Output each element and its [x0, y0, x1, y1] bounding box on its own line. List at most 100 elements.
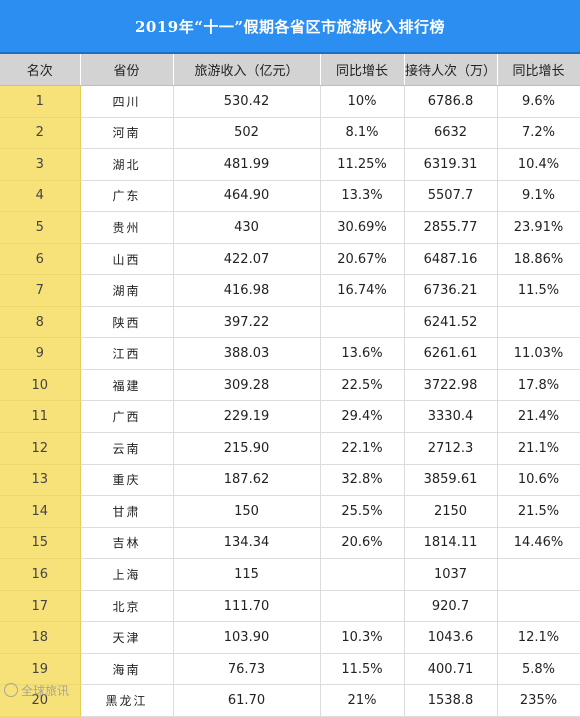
table-title: 2019年“十一”假期各省区市旅游收入排行榜 [0, 0, 580, 54]
cell-province: 天津 [80, 621, 174, 654]
cell-visitors-growth: 11.03% [497, 337, 580, 370]
table-row: 1 四川 530.42 10% 6786.8 9.6% [0, 85, 580, 118]
cell-visitors: 3859.61 [404, 464, 498, 497]
cell-rank: 1 [0, 85, 81, 118]
cell-visitors-growth: 14.46% [497, 527, 580, 560]
cell-income-growth: 10.3% [320, 621, 405, 654]
table-row: 10 福建 309.28 22.5% 3722.98 17.8% [0, 369, 580, 402]
cell-rank: 9 [0, 337, 81, 370]
header-income: 旅游收入（亿元） [173, 54, 321, 86]
cell-visitors: 3330.4 [404, 400, 498, 434]
cell-income-growth: 30.69% [320, 211, 405, 244]
cell-income-growth: 22.1% [320, 432, 405, 465]
cell-province: 山西 [80, 243, 174, 276]
cell-income-growth: 16.74% [320, 274, 405, 307]
cell-income-growth: 22.5% [320, 369, 405, 402]
cell-visitors-growth: 21.1% [497, 432, 580, 465]
cell-visitors-growth: 17.8% [497, 369, 580, 402]
cell-visitors-growth [497, 558, 580, 591]
cell-income-growth [320, 590, 405, 623]
cell-province: 河南 [80, 117, 174, 150]
table-row: 5 贵州 430 30.69% 2855.77 23.91% [0, 211, 580, 244]
cell-income: 215.90 [173, 432, 321, 465]
cell-income: 502 [173, 117, 321, 150]
cell-visitors-growth: 5.8% [497, 653, 580, 686]
cell-rank: 13 [0, 464, 81, 497]
table-row: 7 湖南 416.98 16.74% 6736.21 11.5% [0, 274, 580, 307]
cell-visitors: 6487.16 [404, 243, 498, 276]
cell-visitors: 6261.61 [404, 337, 498, 370]
cell-province: 北京 [80, 590, 174, 623]
table-row: 11 广西 229.19 29.4% 3330.4 21.4% [0, 400, 580, 434]
cell-visitors-growth: 21.4% [497, 400, 580, 434]
cell-income: 397.22 [173, 306, 321, 339]
table-row: 4 广东 464.90 13.3% 5507.7 9.1% [0, 180, 580, 213]
cell-income: 464.90 [173, 180, 321, 213]
cell-rank: 8 [0, 306, 81, 339]
table-row: 18 天津 103.90 10.3% 1043.6 12.1% [0, 621, 580, 654]
cell-income: 76.73 [173, 653, 321, 686]
cell-income: 150 [173, 495, 321, 528]
cell-income-growth: 20.67% [320, 243, 405, 276]
cell-province: 吉林 [80, 527, 174, 560]
cell-visitors: 1043.6 [404, 621, 498, 654]
ranking-table: 名次 省份 旅游收入（亿元） 同比增长 接待人次（万） 同比增长 1 四川 530.… [0, 54, 580, 717]
cell-visitors: 6319.31 [404, 148, 498, 181]
watermark-logo-icon [4, 683, 18, 697]
table-row: 8 陕西 397.22 6241.52 [0, 306, 580, 339]
cell-visitors: 1037 [404, 558, 498, 591]
cell-rank: 11 [0, 400, 81, 434]
cell-visitors-growth: 10.6% [497, 464, 580, 497]
cell-visitors: 1814.11 [404, 527, 498, 560]
watermark: 全球旅讯 [4, 680, 69, 700]
table-row: 15 吉林 134.34 20.6% 1814.11 14.46% [0, 527, 580, 560]
cell-visitors: 5507.7 [404, 180, 498, 213]
cell-province: 陕西 [80, 306, 174, 339]
cell-visitors-growth: 11.5% [497, 274, 580, 307]
table-row: 3 湖北 481.99 11.25% 6319.31 10.4% [0, 148, 580, 181]
cell-income: 481.99 [173, 148, 321, 181]
cell-visitors: 6632 [404, 117, 498, 150]
cell-rank: 17 [0, 590, 81, 623]
cell-visitors: 2855.77 [404, 211, 498, 244]
cell-visitors-growth: 21.5% [497, 495, 580, 528]
cell-income-growth: 13.3% [320, 180, 405, 213]
cell-visitors-growth [497, 590, 580, 623]
cell-province: 湖北 [80, 148, 174, 181]
cell-visitors: 6736.21 [404, 274, 498, 307]
cell-rank: 2 [0, 117, 81, 150]
header-rank: 名次 [0, 54, 81, 86]
cell-income: 430 [173, 211, 321, 244]
cell-income-growth: 25.5% [320, 495, 405, 528]
cell-income: 111.70 [173, 590, 321, 623]
cell-income: 134.34 [173, 527, 321, 560]
cell-visitors-growth: 18.86% [497, 243, 580, 276]
cell-province: 上海 [80, 558, 174, 591]
cell-visitors: 3722.98 [404, 369, 498, 402]
cell-income-growth [320, 306, 405, 339]
cell-visitors-growth [497, 306, 580, 339]
cell-income-growth: 29.4% [320, 400, 405, 434]
cell-rank: 16 [0, 558, 81, 591]
cell-income: 103.90 [173, 621, 321, 654]
cell-income-growth: 8.1% [320, 117, 405, 150]
cell-province: 四川 [80, 85, 174, 118]
cell-province: 湖南 [80, 274, 174, 307]
cell-visitors: 6241.52 [404, 306, 498, 339]
cell-income: 115 [173, 558, 321, 591]
header-visitors-growth: 同比增长 [497, 54, 580, 86]
cell-income: 187.62 [173, 464, 321, 497]
table-row: 19 海南 76.73 11.5% 400.71 5.8% [0, 653, 580, 686]
cell-province: 云南 [80, 432, 174, 465]
cell-province: 广东 [80, 180, 174, 213]
header-income-growth: 同比增长 [320, 54, 405, 86]
cell-visitors: 6786.8 [404, 85, 498, 118]
cell-income-growth: 11.25% [320, 148, 405, 181]
cell-province: 贵州 [80, 211, 174, 244]
cell-visitors: 920.7 [404, 590, 498, 623]
cell-income-growth: 20.6% [320, 527, 405, 560]
cell-visitors-growth: 9.1% [497, 180, 580, 213]
table-row: 16 上海 115 1037 [0, 558, 580, 591]
cell-province: 甘肃 [80, 495, 174, 528]
cell-province: 海南 [80, 653, 174, 686]
